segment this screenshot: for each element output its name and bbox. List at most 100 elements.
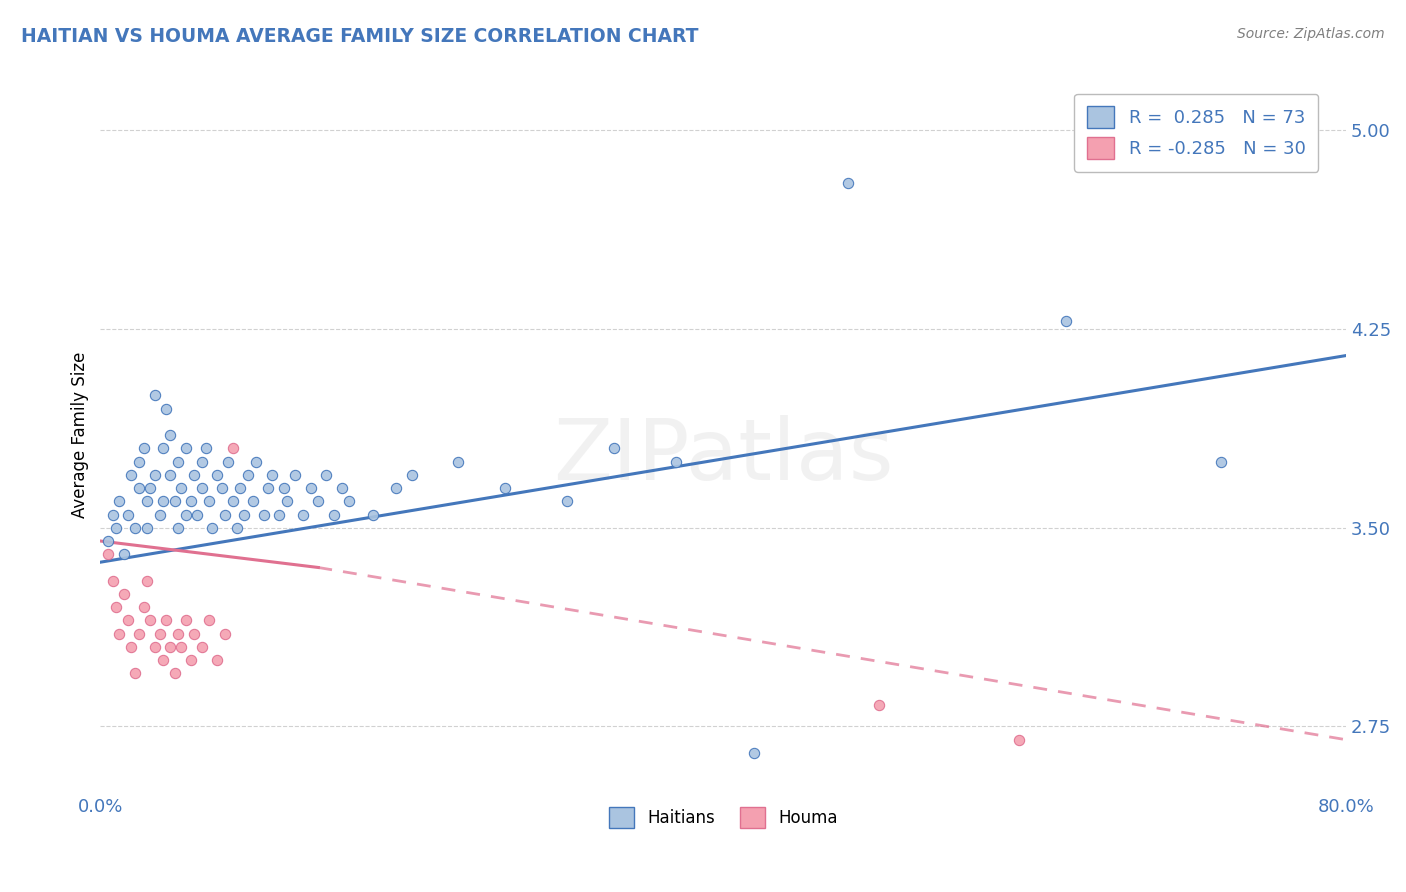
Point [174, 442, 197, 456]
Point [97, 534, 120, 549]
Point [152, 442, 174, 456]
Point [603, 442, 626, 456]
Point [121, 467, 143, 482]
Point [742, 746, 765, 760]
Point [132, 600, 155, 615]
Point [159, 640, 181, 654]
Point [97, 547, 120, 561]
Point [195, 442, 218, 456]
Point [198, 494, 221, 508]
Point [136, 494, 159, 508]
Point [273, 481, 295, 495]
Point [128, 454, 150, 468]
Point [136, 574, 159, 588]
Point [117, 508, 139, 522]
Point [167, 454, 190, 468]
Point [205, 653, 228, 667]
Point [155, 614, 177, 628]
Point [190, 454, 212, 468]
Point [214, 508, 236, 522]
Point [868, 698, 890, 713]
Point [132, 442, 155, 456]
Point [124, 666, 146, 681]
Point [217, 454, 239, 468]
Point [174, 614, 197, 628]
Point [238, 467, 260, 482]
Point [221, 442, 243, 456]
Point [112, 547, 135, 561]
Point [1211, 454, 1233, 468]
Point [242, 494, 264, 508]
Point [229, 481, 252, 495]
Point [253, 508, 276, 522]
Point [186, 508, 208, 522]
Legend: Haitians, Houma: Haitians, Houma [602, 801, 844, 834]
Point [174, 508, 197, 522]
Point [299, 481, 322, 495]
Point [211, 481, 233, 495]
Point [221, 494, 243, 508]
Point [143, 467, 166, 482]
Point [159, 467, 181, 482]
Point [330, 481, 353, 495]
Point [152, 494, 174, 508]
Point [170, 640, 193, 654]
Point [167, 521, 190, 535]
Point [165, 494, 187, 508]
Point [183, 626, 205, 640]
Y-axis label: Average Family Size: Average Family Size [72, 351, 89, 518]
Point [165, 666, 187, 681]
Point [101, 508, 124, 522]
Point [139, 481, 162, 495]
Point [401, 467, 423, 482]
Point [143, 640, 166, 654]
Point [159, 428, 181, 442]
Point [201, 521, 224, 535]
Point [183, 467, 205, 482]
Point [112, 587, 135, 601]
Point [1008, 732, 1031, 747]
Point [108, 626, 131, 640]
Point [101, 574, 124, 588]
Point [557, 494, 579, 508]
Point [148, 508, 170, 522]
Point [665, 454, 688, 468]
Point [385, 481, 408, 495]
Point [108, 494, 131, 508]
Point [104, 600, 127, 615]
Point [315, 467, 337, 482]
Point [155, 401, 177, 416]
Point [136, 521, 159, 535]
Point [128, 481, 150, 495]
Point [128, 626, 150, 640]
Point [1054, 314, 1077, 328]
Text: HAITIAN VS HOUMA AVERAGE FAMILY SIZE CORRELATION CHART: HAITIAN VS HOUMA AVERAGE FAMILY SIZE COR… [21, 27, 699, 45]
Point [214, 626, 236, 640]
Point [837, 177, 859, 191]
Point [276, 494, 298, 508]
Point [152, 653, 174, 667]
Point [124, 521, 146, 535]
Point [226, 521, 249, 535]
Point [307, 494, 329, 508]
Point [148, 626, 170, 640]
Point [104, 521, 127, 535]
Point [180, 494, 202, 508]
Point [291, 508, 314, 522]
Text: ZIPatlas: ZIPatlas [553, 415, 893, 498]
Point [260, 467, 283, 482]
Point [494, 481, 516, 495]
Point [361, 508, 384, 522]
Point [121, 640, 143, 654]
Point [339, 494, 361, 508]
Point [322, 508, 344, 522]
Point [190, 640, 212, 654]
Point [139, 614, 162, 628]
Point [269, 508, 291, 522]
Point [245, 454, 267, 468]
Point [198, 614, 221, 628]
Point [143, 388, 166, 402]
Point [232, 508, 254, 522]
Point [447, 454, 470, 468]
Point [117, 614, 139, 628]
